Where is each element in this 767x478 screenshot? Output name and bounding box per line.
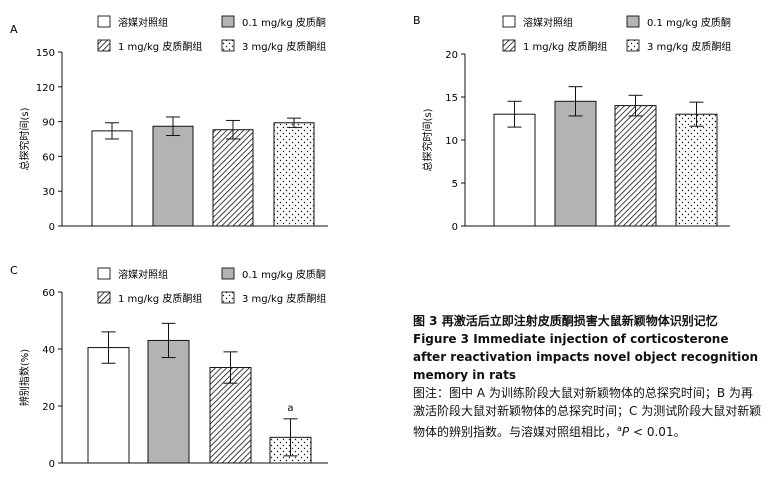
legend-swatch (97, 39, 111, 52)
y-axis-title: 辨别指数(%) (18, 349, 31, 406)
caption-note-main: 图注：图中 A 为训练阶段大鼠对新颖物体的总探究时间；B 为再激活阶段大鼠对新颖… (413, 386, 762, 439)
bar (152, 125, 194, 227)
caption-note-tail: < 0.01。 (629, 425, 686, 439)
bar (147, 339, 190, 464)
legend-swatch (502, 15, 516, 28)
y-tick-label: 20 (42, 402, 55, 413)
legend-entry: 3 mg/kg 皮质酮组 (242, 40, 326, 53)
legend-entry: 0.1 mg/kg 皮质酮 (242, 268, 326, 281)
legend-entry: 1 mg/kg 皮质酮组 (118, 292, 202, 305)
y-axis-title: 总探究时间(s) (421, 108, 434, 171)
significance-mark: a (287, 403, 293, 414)
legend-swatch (221, 15, 235, 28)
y-tick-label: 0 (49, 222, 55, 233)
legend-swatch (97, 291, 111, 304)
y-tick-label: 0 (49, 459, 55, 470)
panel-c: C 溶媒对照组 0.1 mg/kg 皮质酮 1 mg/kg 皮质酮组 3 mg/kg 皮… (10, 264, 328, 470)
bar (273, 122, 315, 227)
y-tick-label: 40 (42, 345, 55, 356)
bar (554, 100, 597, 227)
y-tick-label: 30 (42, 187, 55, 198)
legend-swatch (626, 39, 640, 52)
bar (212, 129, 254, 227)
legend-swatch (221, 39, 235, 52)
caption-note-sup: a (617, 424, 622, 433)
figure-caption: 图 3 再激活后立即注射皮质酮损害大鼠新颖物体识别记忆 Figure 3 Imm… (413, 312, 763, 441)
caption-note: 图注：图中 A 为训练阶段大鼠对新颖物体的总探究时间；B 为再激活阶段大鼠对新颖… (413, 384, 763, 441)
legend-entry: 1 mg/kg 皮质酮组 (118, 40, 202, 53)
y-tick-label: 120 (36, 83, 55, 94)
y-tick-label: 5 (452, 179, 458, 190)
legend-entry: 溶媒对照组 (523, 16, 573, 29)
panel-label: C (10, 264, 18, 277)
legend-swatch (626, 15, 640, 28)
legend-entry: 3 mg/kg 皮质酮组 (242, 292, 326, 305)
legend-entry: 溶媒对照组 (118, 268, 168, 281)
y-axis-title: 总探究时间(s) (18, 107, 31, 170)
panel-b: B 溶媒对照组 0.1 mg/kg 皮质酮 1 mg/kg 皮质酮组 3 mg/kg 皮… (413, 14, 731, 233)
y-tick-label: 10 (445, 136, 458, 147)
legend-swatch (221, 291, 235, 304)
bar (614, 105, 657, 227)
legend-entry: 溶媒对照组 (118, 16, 168, 29)
legend-swatch (221, 267, 235, 280)
y-tick-label: 20 (445, 50, 458, 61)
y-tick-label: 60 (42, 152, 55, 163)
bar (91, 130, 133, 227)
y-tick-label: 15 (445, 93, 458, 104)
legend-entry: 0.1 mg/kg 皮质酮 (647, 16, 731, 29)
legend-entry: 1 mg/kg 皮质酮组 (523, 40, 607, 53)
caption-title-cn: 图 3 再激活后立即注射皮质酮损害大鼠新颖物体识别记忆 (413, 314, 718, 328)
panel-label: B (413, 14, 421, 27)
caption-note-p: P (621, 425, 630, 439)
bar (87, 347, 130, 464)
y-tick-label: 0 (452, 222, 458, 233)
bar (675, 113, 718, 227)
panel-a: A 溶媒对照组 0.1 mg/kg 皮质酮 1 mg/kg 皮质酮组 3 mg/kg 皮… (10, 15, 328, 233)
bar (493, 113, 536, 227)
legend-swatch (502, 39, 516, 52)
caption-title-en: Figure 3 Immediate injection of corticos… (413, 332, 759, 382)
y-tick-label: 60 (42, 288, 55, 299)
legend-entry: 0.1 mg/kg 皮质酮 (242, 16, 326, 29)
y-tick-label: 90 (42, 118, 55, 129)
legend-swatch (97, 15, 111, 28)
y-tick-label: 150 (36, 48, 55, 59)
panel-label: A (10, 23, 18, 36)
legend-swatch (97, 267, 111, 280)
legend-entry: 3 mg/kg 皮质酮组 (647, 40, 731, 53)
